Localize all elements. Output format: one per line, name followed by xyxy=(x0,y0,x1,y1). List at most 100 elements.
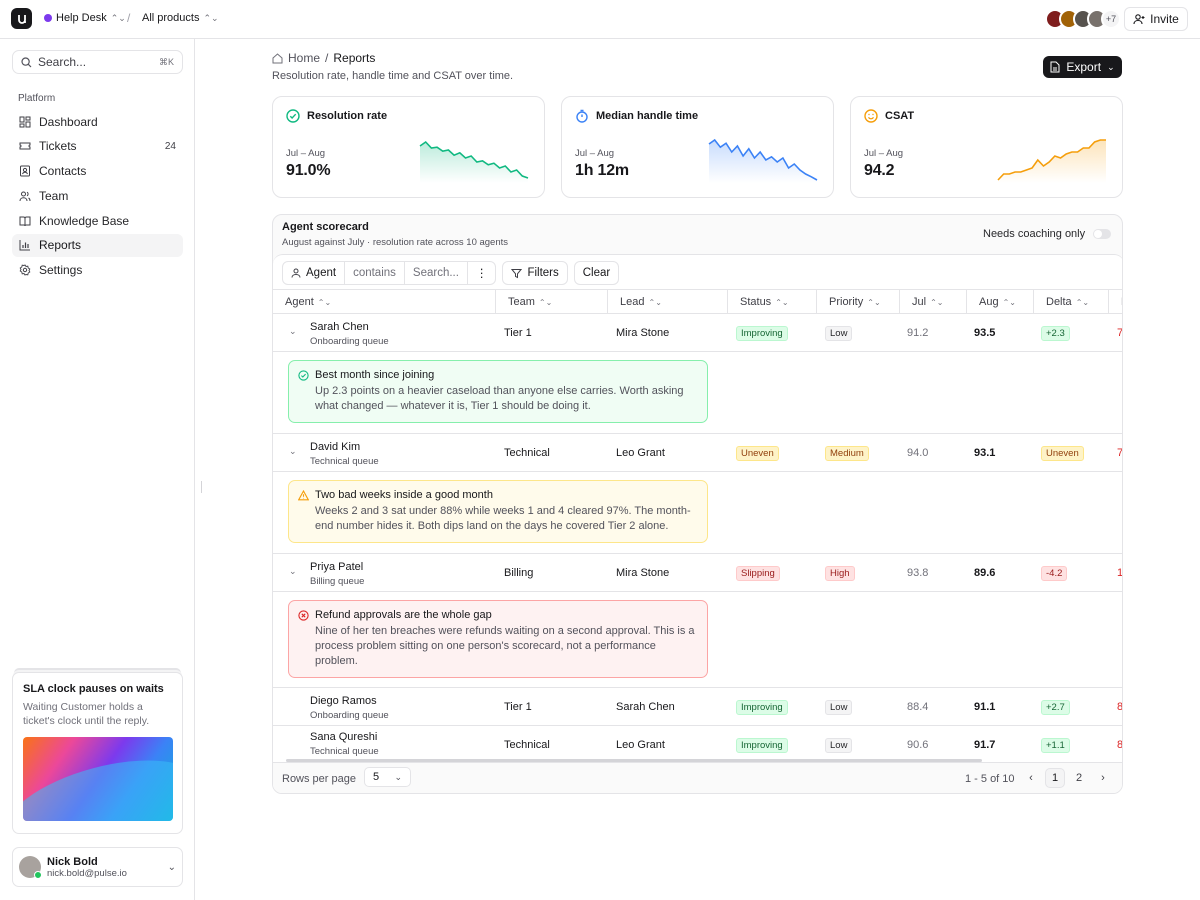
coaching-label: Needs coaching only xyxy=(983,228,1086,240)
jul-value: 90.6 xyxy=(907,739,929,751)
gear-icon xyxy=(19,264,31,276)
callout-warning: Two bad weeks inside a good month Weeks … xyxy=(288,480,708,543)
kpi-card-csat[interactable]: CSAT Jul – Aug 94.2 xyxy=(850,96,1123,198)
rows-per-page-select[interactable]: 5 ⌄ xyxy=(364,767,411,787)
user-menu[interactable]: Nick Bold nick.bold@pulse.io ⌄ xyxy=(12,847,183,887)
sidebar-item-dashboard[interactable]: Dashboard xyxy=(12,110,183,133)
pagination-info: 1 - 5 of 10 xyxy=(965,773,1015,785)
sidebar-item-reports[interactable]: Reports xyxy=(12,233,183,257)
kpi-header: Resolution rate xyxy=(286,109,387,123)
logo-icon xyxy=(17,14,26,24)
sort-icon: ⌃⌄ xyxy=(930,297,944,307)
callout-error: Refund approvals are the whole gap Nine … xyxy=(288,600,708,678)
filter-field-select[interactable]: Agent xyxy=(283,262,346,284)
promo-card[interactable]: SLA clock pauses on waits Waiting Custom… xyxy=(12,672,183,834)
sidebar-item-tickets[interactable]: Tickets 24 xyxy=(12,135,183,158)
page-button[interactable]: 2 xyxy=(1075,772,1083,784)
search-shortcut: ⌘K xyxy=(158,56,174,67)
kpi-card-handle-time[interactable]: Median handle time Jul – Aug 1h 12m xyxy=(561,96,834,198)
column-header-aug[interactable]: Aug ⌃⌄ xyxy=(967,290,1034,314)
kpi-card-resolution[interactable]: Resolution rate Jul – Aug 91.0% xyxy=(272,96,545,198)
horizontal-scrollbar[interactable] xyxy=(286,759,982,762)
sort-icon: ⌃⌄ xyxy=(538,297,553,307)
more-vertical-icon: ⋮ xyxy=(475,268,488,280)
column-header-status[interactable]: Status ⌃⌄ xyxy=(728,290,817,314)
export-button[interactable]: Export ⌄ xyxy=(1043,56,1122,78)
expand-chevron-icon[interactable]: ⌄ xyxy=(289,446,297,456)
b-value: 1 xyxy=(1117,567,1123,579)
agent-queue: Onboarding queue xyxy=(310,336,389,347)
filter-operator-select[interactable]: contains xyxy=(345,262,405,284)
sidebar-item-knowledge-base[interactable]: Knowledge Base xyxy=(12,209,183,232)
status-badge: Improving xyxy=(736,738,788,753)
kpi-value: 1h 12m xyxy=(575,162,629,179)
sidebar-item-label: Team xyxy=(39,188,69,203)
sparkline-line xyxy=(708,138,818,181)
table-row[interactable]: Sana Qureshi Technical queue Technical L… xyxy=(273,726,1122,762)
callout-title: Two bad weeks inside a good month xyxy=(315,489,493,501)
column-header-delta[interactable]: Delta ⌃⌄ xyxy=(1034,290,1109,314)
kpi-title: Median handle time xyxy=(596,110,699,122)
column-header-team[interactable]: Team ⌃⌄ xyxy=(496,290,608,314)
callout-title: Refund approvals are the whole gap xyxy=(315,609,492,621)
app-logo[interactable] xyxy=(11,8,32,29)
page-button[interactable]: 1 xyxy=(1045,768,1065,788)
expand-chevron-icon[interactable]: ⌄ xyxy=(289,566,297,576)
next-page-button[interactable]: › xyxy=(1093,768,1113,788)
clear-button[interactable]: Clear xyxy=(573,261,620,285)
column-header-agent[interactable]: Agent ⌃⌄ xyxy=(273,290,496,314)
sidebar-item-contacts[interactable]: Contacts xyxy=(12,160,183,183)
sidebar-item-settings[interactable]: Settings xyxy=(12,259,183,282)
sort-icon: ⌃⌄ xyxy=(648,297,662,307)
team-cell: Technical xyxy=(504,447,550,459)
team-cell: Tier 1 xyxy=(504,701,532,713)
agent-cell: Sana Qureshi Technical queue xyxy=(310,731,379,757)
kpi-range: Jul – Aug xyxy=(575,148,615,159)
invite-button[interactable]: Invite xyxy=(1124,7,1188,31)
column-header-b[interactable]: B xyxy=(1109,290,1122,314)
table-row[interactable]: ⌄ Priya Patel Billing queue Billing Mira… xyxy=(273,554,1123,592)
search-input[interactable]: Search... ⌘K xyxy=(12,50,183,74)
table-row[interactable]: ⌄ David Kim Technical queue Technical Le… xyxy=(273,434,1122,472)
aug-value: 89.6 xyxy=(974,567,996,579)
workspace-switcher[interactable]: Help Desk ⌃⌄ xyxy=(44,12,126,24)
member-avatars[interactable]: +7 xyxy=(1045,9,1121,29)
table-header: Agent ⌃⌄ Team ⌃⌄ Lead ⌃⌄ Status ⌃⌄ Priority ⌃… xyxy=(273,289,1122,314)
sidebar-resize-handle[interactable] xyxy=(201,481,203,493)
table-body-panel: Agent contains Search... ⋮ Filters Clear… xyxy=(273,254,1123,793)
priority-badge: Medium xyxy=(825,446,869,461)
column-header-lead[interactable]: Lead ⌃⌄ xyxy=(608,290,728,314)
expand-chevron-icon[interactable]: ⌄ xyxy=(289,326,297,336)
b-value: 7 xyxy=(1117,327,1123,339)
kpi-range: Jul – Aug xyxy=(864,148,904,159)
priority-badge: High xyxy=(825,566,855,581)
filter-more-button[interactable]: ⋮ xyxy=(468,262,495,284)
kpi-title: Resolution rate xyxy=(307,110,388,122)
product-switcher[interactable]: All products ⌃⌄ xyxy=(142,12,219,24)
user-icon xyxy=(291,268,301,278)
needs-coaching-toggle[interactable]: Needs coaching only xyxy=(983,228,1112,240)
pagination: Rows per page 5 ⌄ 1 - 5 of 10 ‹ 1 2 › xyxy=(273,762,1122,793)
check-circle-icon xyxy=(298,370,309,381)
lead-cell: Mira Stone xyxy=(616,567,670,579)
table-row[interactable]: Diego Ramos Onboarding queue Tier 1 Sara… xyxy=(273,688,1122,726)
toggle-switch[interactable] xyxy=(1093,229,1112,239)
workspace-dot-icon xyxy=(44,14,52,22)
table-row[interactable]: ⌄ Sarah Chen Onboarding queue Tier 1 Mir… xyxy=(273,314,1123,352)
column-header-priority[interactable]: Priority ⌃⌄ xyxy=(817,290,900,314)
user-email: nick.bold@pulse.io xyxy=(47,867,127,879)
callout-success: Best month since joining Up 2.3 points o… xyxy=(288,360,708,423)
online-status-icon xyxy=(34,871,42,879)
filters-button[interactable]: Filters xyxy=(502,261,568,285)
sparkline-line xyxy=(997,139,1106,181)
prev-page-button[interactable]: ‹ xyxy=(1021,768,1041,788)
delta-badge: +1.1 xyxy=(1041,738,1070,753)
main-content: Home / Reports Resolution rate, handle t… xyxy=(196,39,1200,900)
promo-text: Waiting Customer holds a ticket's clock … xyxy=(23,701,150,727)
avatar xyxy=(19,856,42,879)
breadcrumb-home[interactable]: Home xyxy=(288,51,321,65)
agent-scorecard: Agent scorecard August against July · re… xyxy=(272,214,1123,794)
column-header-jul[interactable]: Jul ⌃⌄ xyxy=(900,290,967,314)
filter-value-input[interactable]: Search... xyxy=(405,262,468,284)
sidebar-item-team[interactable]: Team xyxy=(12,184,183,207)
